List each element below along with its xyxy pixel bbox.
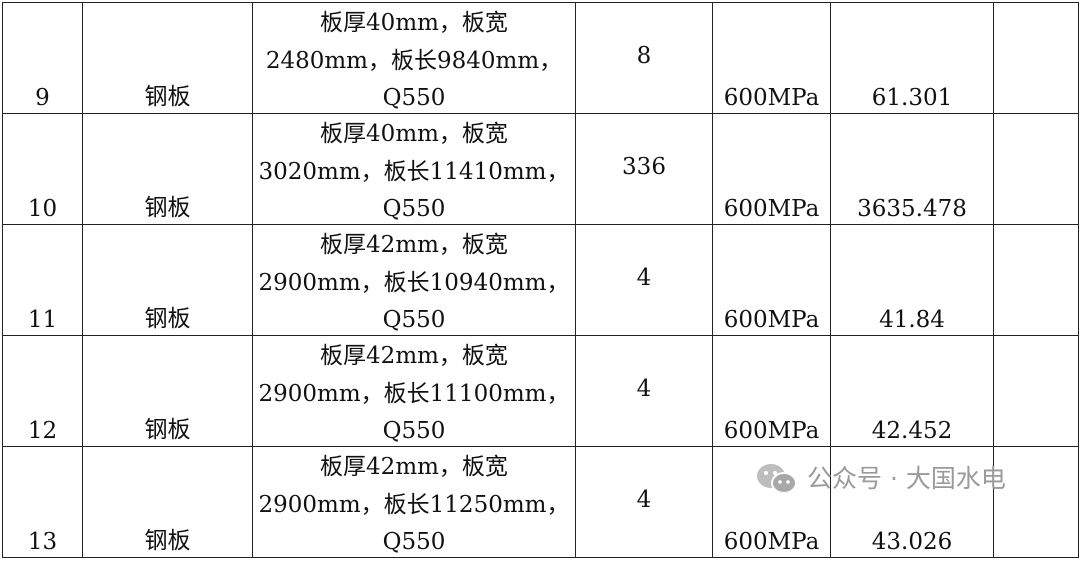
no-cell: 9 bbox=[2, 2, 83, 114]
spec-line: 板厚40mm，板宽 bbox=[320, 10, 508, 36]
spec-cell: 板厚42mm，板宽 2900mm，板长11100mm， Q550 bbox=[252, 335, 576, 447]
material-name: 钢板 bbox=[144, 417, 191, 443]
spec-line: 板厚40mm，板宽 bbox=[320, 121, 508, 147]
table-row: 12 钢板 板厚42mm，板宽 2900mm，板长11100mm， Q550 4 600MP… bbox=[2, 335, 1079, 447]
note-cell bbox=[993, 224, 1079, 336]
spec-line: 2900mm，板长10940mm， bbox=[258, 269, 570, 296]
spec-line: Q550 bbox=[382, 307, 446, 333]
material-name: 钢板 bbox=[144, 528, 191, 554]
wechat-icon bbox=[757, 464, 797, 494]
row-number: 9 bbox=[35, 85, 50, 111]
spec-text: 板厚42mm，板宽 2900mm，板长11250mm， Q550 bbox=[253, 449, 575, 562]
spec-line: 2900mm，板长11100mm， bbox=[258, 380, 570, 407]
no-cell: 11 bbox=[2, 224, 83, 336]
name-cell: 钢板 bbox=[82, 2, 253, 114]
spec-cell: 板厚40mm，板宽 2480mm，板长9840mm， Q550 bbox=[252, 2, 576, 114]
weight: 43.026 bbox=[871, 529, 953, 555]
watermark: 公众号 · 大国水电 bbox=[755, 462, 1006, 496]
strength-cell: 600MPa bbox=[712, 446, 831, 558]
material-table: 9 钢板 板厚40mm，板宽 2480mm，板长9840mm， Q550 8 600MPa 6… bbox=[2, 2, 1079, 558]
weight-cell: 41.84 bbox=[830, 224, 994, 336]
name-cell: 钢板 bbox=[82, 446, 253, 558]
table-row: 9 钢板 板厚40mm，板宽 2480mm，板长9840mm， Q550 8 600MPa 6… bbox=[2, 2, 1079, 114]
strength-cell: 600MPa bbox=[712, 113, 831, 225]
spec-line: Q550 bbox=[382, 196, 446, 222]
note-cell bbox=[993, 2, 1079, 114]
table-row: 13 钢板 板厚42mm，板宽 2900mm，板长11250mm， Q550 4 600MP… bbox=[2, 446, 1079, 558]
material-name: 钢板 bbox=[144, 195, 191, 221]
strength: 600MPa bbox=[723, 85, 820, 111]
no-cell: 10 bbox=[2, 113, 83, 225]
spec-cell: 板厚40mm，板宽 3020mm，板长11410mm， Q550 bbox=[252, 113, 576, 225]
note-cell bbox=[993, 335, 1079, 447]
spec-line: 板厚42mm，板宽 bbox=[320, 343, 508, 369]
spec-line: Q550 bbox=[382, 418, 446, 444]
strength: 600MPa bbox=[723, 307, 820, 333]
table-row: 10 钢板 板厚40mm，板宽 3020mm，板长11410mm， Q550 336 600… bbox=[2, 113, 1079, 225]
material-name: 钢板 bbox=[144, 306, 191, 332]
strength: 600MPa bbox=[723, 529, 820, 555]
row-number: 12 bbox=[27, 418, 58, 444]
no-cell: 12 bbox=[2, 335, 83, 447]
spec-cell: 板厚42mm，板宽 2900mm，板长10940mm， Q550 bbox=[252, 224, 576, 336]
strength: 600MPa bbox=[723, 418, 820, 444]
note-cell bbox=[993, 113, 1079, 225]
strength-cell: 600MPa bbox=[712, 335, 831, 447]
weight: 61.301 bbox=[871, 85, 953, 111]
strength: 600MPa bbox=[723, 196, 820, 222]
spec-line: Q550 bbox=[382, 85, 446, 111]
strength-cell: 600MPa bbox=[712, 224, 831, 336]
qty-cell: 4 bbox=[575, 335, 713, 447]
quantity: 8 bbox=[636, 43, 652, 69]
spec-text: 板厚42mm，板宽 2900mm，板长10940mm， Q550 bbox=[253, 227, 575, 340]
qty-cell: 4 bbox=[575, 224, 713, 336]
weight-cell: 42.452 bbox=[830, 335, 994, 447]
no-cell: 13 bbox=[2, 446, 83, 558]
qty-cell: 4 bbox=[575, 446, 713, 558]
qty-cell: 8 bbox=[575, 2, 713, 114]
spec-text: 板厚40mm，板宽 3020mm，板长11410mm， Q550 bbox=[253, 116, 575, 229]
row-number: 10 bbox=[27, 196, 58, 222]
weight-cell: 61.301 bbox=[830, 2, 994, 114]
spec-text: 板厚42mm，板宽 2900mm，板长11100mm， Q550 bbox=[253, 338, 575, 451]
quantity: 4 bbox=[636, 265, 652, 291]
weight: 3635.478 bbox=[857, 196, 967, 222]
quantity: 4 bbox=[636, 376, 652, 402]
strength-cell: 600MPa bbox=[712, 2, 831, 114]
spec-line: 2480mm，板长9840mm， bbox=[265, 47, 563, 74]
watermark-text: 公众号 · 大国水电 bbox=[807, 464, 1006, 493]
name-cell: 钢板 bbox=[82, 113, 253, 225]
spec-line: 2900mm，板长11250mm， bbox=[258, 491, 570, 518]
spec-line: Q550 bbox=[382, 529, 446, 555]
note-cell bbox=[993, 446, 1079, 558]
material-name: 钢板 bbox=[144, 84, 191, 110]
weight-cell: 3635.478 bbox=[830, 113, 994, 225]
spec-line: 板厚42mm，板宽 bbox=[320, 232, 508, 258]
row-number: 11 bbox=[27, 307, 58, 333]
weight: 41.84 bbox=[879, 307, 945, 333]
quantity: 336 bbox=[622, 154, 666, 180]
row-number: 13 bbox=[27, 529, 58, 555]
qty-cell: 336 bbox=[575, 113, 713, 225]
spec-line: 板厚42mm，板宽 bbox=[320, 454, 508, 480]
name-cell: 钢板 bbox=[82, 224, 253, 336]
quantity: 4 bbox=[636, 487, 652, 513]
name-cell: 钢板 bbox=[82, 335, 253, 447]
weight: 42.452 bbox=[871, 418, 953, 444]
spec-cell: 板厚42mm，板宽 2900mm，板长11250mm， Q550 bbox=[252, 446, 576, 558]
table-row: 11 钢板 板厚42mm，板宽 2900mm，板长10940mm， Q550 4 600MP… bbox=[2, 224, 1079, 336]
spec-text: 板厚40mm，板宽 2480mm，板长9840mm， Q550 bbox=[253, 5, 575, 118]
spec-line: 3020mm，板长11410mm， bbox=[258, 158, 570, 185]
